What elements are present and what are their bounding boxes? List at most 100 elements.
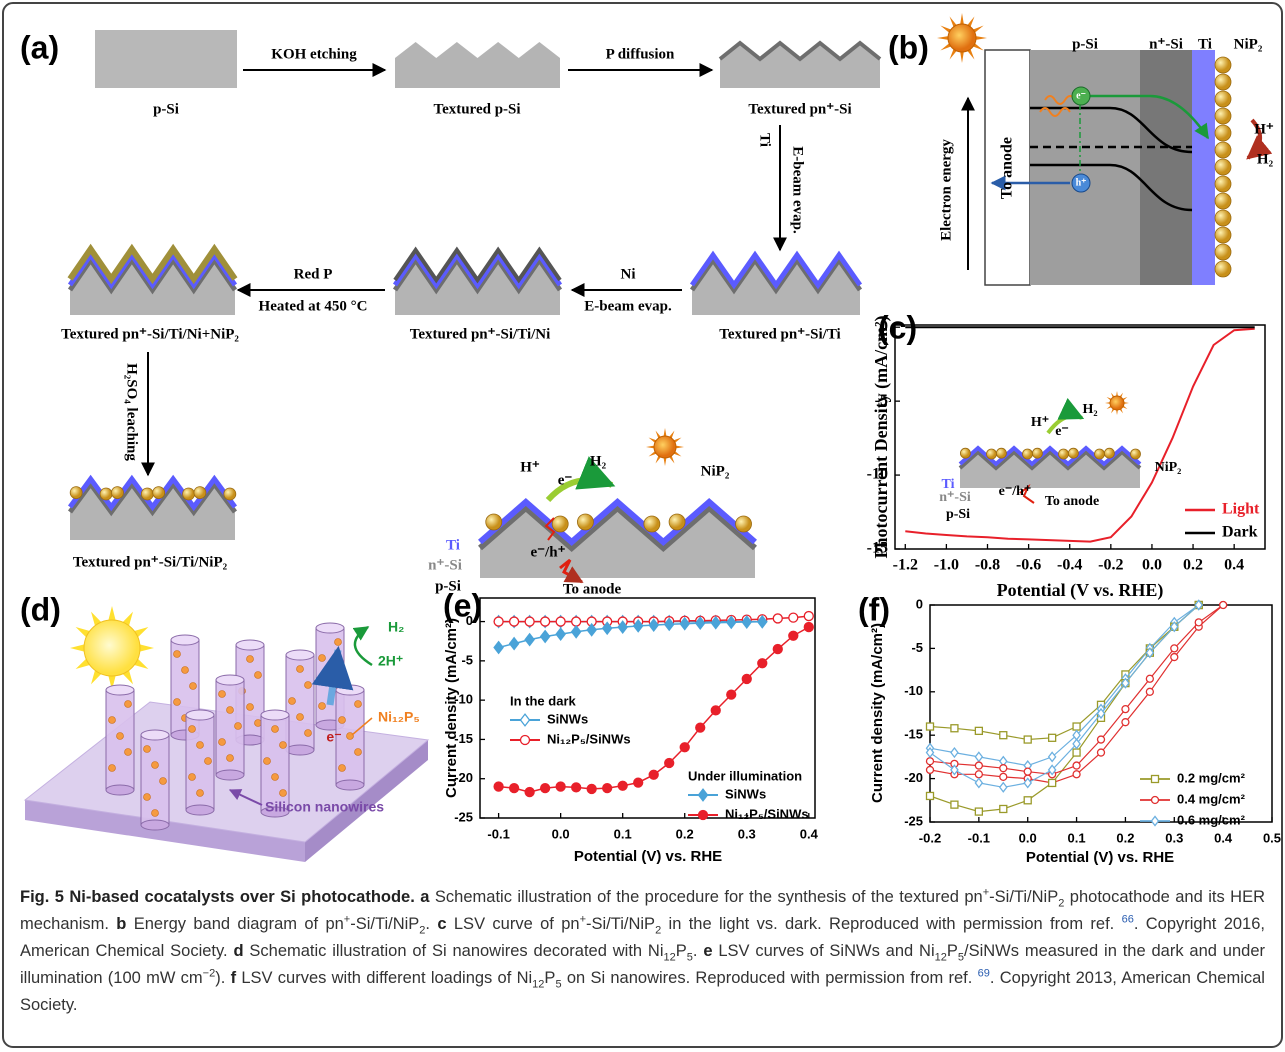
data-point <box>925 757 935 766</box>
catalyst-particle <box>1214 175 1232 193</box>
data-point <box>694 616 706 631</box>
nanowire-bottom <box>185 804 215 816</box>
y-tick-label: -10 <box>454 692 473 707</box>
sun-ray <box>122 611 133 626</box>
data-point <box>679 616 691 631</box>
nanowire-label: 2H⁺ <box>378 653 403 669</box>
sun-ray <box>75 627 90 638</box>
y-tick-label: -5 <box>911 640 923 655</box>
h2-arrow <box>1046 397 1085 435</box>
sun-ray <box>960 51 964 63</box>
legend-label: Ni₁₂P₅/SiNWs <box>725 806 809 821</box>
sun-ray <box>937 36 949 40</box>
ni12p5-particle <box>218 738 226 746</box>
nanowire-label: e⁻ <box>326 729 341 745</box>
data-point <box>1170 644 1179 653</box>
catalyst-particle <box>223 487 237 501</box>
substrate <box>395 42 560 88</box>
sun-ray <box>655 430 661 439</box>
photon <box>1044 95 1076 105</box>
legend-label: SiNWs <box>547 711 588 726</box>
catalyst-particle <box>1022 448 1033 460</box>
nanowire-top <box>235 639 265 651</box>
data-point <box>925 722 935 731</box>
caption-bold: d <box>233 942 244 960</box>
data-point <box>1047 751 1057 763</box>
data-point <box>803 610 814 622</box>
ni12p5-particle <box>151 761 159 769</box>
ni12p5-particle <box>116 732 124 740</box>
sun-ray <box>134 658 149 669</box>
x-tick-label: -0.2 <box>1098 557 1123 574</box>
ni12p5-particle <box>304 681 312 689</box>
arrow-label: E-beam evap. <box>584 298 672 314</box>
x-tick-label: 0.4 <box>1224 557 1244 574</box>
y-tick-label: -5 <box>461 652 473 667</box>
sun-ray <box>973 25 984 33</box>
catalyst-particle <box>193 486 207 500</box>
layer <box>392 255 563 295</box>
sun-ray <box>675 445 684 449</box>
y-tick-label: -15 <box>904 727 923 742</box>
substrate <box>692 258 860 315</box>
catalyst-particle <box>152 486 166 500</box>
data-point <box>974 777 984 789</box>
y-tick-label: -20 <box>904 770 923 785</box>
data-point <box>617 780 628 791</box>
data-point <box>1169 621 1179 633</box>
data-point <box>999 764 1008 773</box>
data-point <box>756 614 768 629</box>
data-point <box>1194 618 1203 627</box>
data-point <box>999 772 1008 782</box>
data-point <box>1072 761 1081 770</box>
caption-normal: -Si/Ti/NiP <box>989 888 1059 906</box>
data-point <box>1072 748 1081 757</box>
x-tick-label: 0.0 <box>1142 557 1162 574</box>
ni12p5-particle <box>318 654 326 662</box>
data-point <box>1072 770 1081 779</box>
catalyst-particle <box>1214 90 1232 108</box>
band-label: e⁻ <box>1076 90 1086 101</box>
data-point <box>571 616 582 627</box>
data-point <box>1218 600 1228 610</box>
arrow-label: Ni <box>621 266 636 282</box>
sun-ray <box>967 49 975 60</box>
y-tick-label: 0 <box>880 318 888 335</box>
data-point <box>555 627 566 642</box>
caption-sup: + <box>982 886 990 899</box>
layer <box>67 243 238 285</box>
arrow-label: P diffusion <box>606 46 675 62</box>
caption-sup: + <box>343 913 351 926</box>
layer <box>689 250 863 290</box>
caption-bold: f <box>230 969 237 987</box>
data-point <box>539 782 551 794</box>
band-label: H₂ <box>1257 151 1274 167</box>
data-point <box>1121 677 1130 689</box>
photon <box>1039 107 1071 117</box>
layer <box>392 250 563 290</box>
sun-ray <box>975 36 987 40</box>
h2-arrow <box>545 456 616 503</box>
catalyst-particle <box>1214 158 1232 176</box>
data-point <box>663 617 675 632</box>
legend-label: 0.6 mg/cm² <box>1177 812 1246 827</box>
caption-sub: 12 <box>663 951 676 964</box>
catalyst-particle <box>1214 56 1232 74</box>
data-point <box>648 618 660 633</box>
layer <box>67 250 238 290</box>
catalyst-particle <box>111 486 124 500</box>
sun-ray <box>673 437 682 443</box>
data-point <box>570 624 582 639</box>
inset-label: H⁺ <box>1031 415 1049 430</box>
x-tick-label: -1.2 <box>893 557 918 574</box>
ni12p5-particle <box>354 700 362 708</box>
caption-normal: ). <box>215 969 231 987</box>
nanowire-top <box>215 674 245 686</box>
caption-normal: LSV curves of SiNWs and Ni <box>712 942 935 960</box>
data-point <box>1194 599 1204 611</box>
data-point <box>493 781 504 792</box>
substrate <box>395 258 560 315</box>
sun-ray <box>75 658 90 669</box>
data-point <box>586 783 597 795</box>
